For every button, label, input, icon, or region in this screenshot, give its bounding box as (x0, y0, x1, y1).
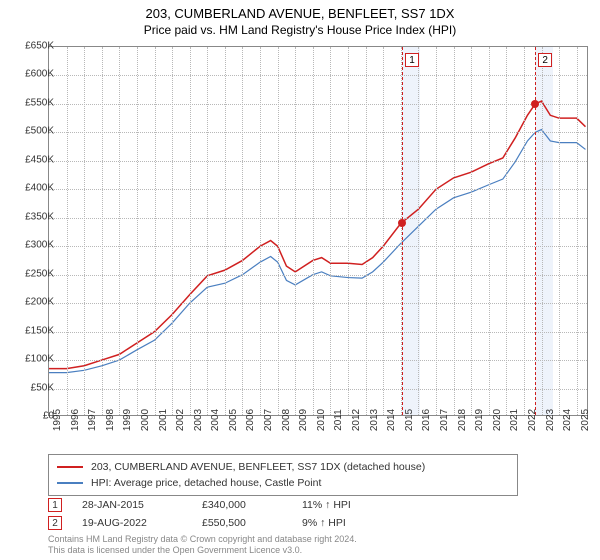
x-axis-label: 2012 (351, 409, 362, 431)
x-axis-label: 2022 (527, 409, 538, 431)
x-axis-label: 2018 (457, 409, 468, 431)
title-block: 203, CUMBERLAND AVENUE, BENFLEET, SS7 1D… (0, 0, 600, 39)
x-axis-label: 2005 (228, 409, 239, 431)
footer-line: This data is licensed under the Open Gov… (48, 545, 357, 556)
x-axis-label: 2008 (281, 409, 292, 431)
legend: 203, CUMBERLAND AVENUE, BENFLEET, SS7 1D… (48, 454, 518, 496)
legend-swatch (57, 466, 83, 468)
x-axis-label: 2025 (580, 409, 591, 431)
sale-date: 28-JAN-2015 (82, 499, 182, 511)
x-axis-label: 2016 (421, 409, 432, 431)
chart-subtitle: Price paid vs. HM Land Registry's House … (0, 23, 600, 37)
x-axis-label: 2021 (509, 409, 520, 431)
sale-date: 19-AUG-2022 (82, 517, 182, 529)
y-axis-label: £250K (25, 268, 54, 279)
x-axis-label: 1997 (87, 409, 98, 431)
x-axis-label: 2014 (386, 409, 397, 431)
footer: Contains HM Land Registry data © Crown c… (48, 534, 357, 556)
x-axis-label: 2023 (545, 409, 556, 431)
sale-price: £340,000 (202, 499, 282, 511)
x-axis-label: 2001 (158, 409, 169, 431)
x-axis-label: 2006 (245, 409, 256, 431)
x-axis-label: 2000 (140, 409, 151, 431)
x-axis-label: 2002 (175, 409, 186, 431)
sale-price: £550,500 (202, 517, 282, 529)
x-axis-label: 2009 (298, 409, 309, 431)
legend-swatch (57, 482, 83, 484)
x-axis-label: 2015 (404, 409, 415, 431)
y-axis-label: £550K (25, 97, 54, 108)
marker-box: 2 (538, 53, 552, 67)
chart-title: 203, CUMBERLAND AVENUE, BENFLEET, SS7 1D… (0, 6, 600, 21)
sale-diff: 9% ↑ HPI (302, 517, 392, 529)
sales-table: 1 28-JAN-2015 £340,000 11% ↑ HPI 2 19-AU… (48, 496, 588, 532)
x-axis-label: 2019 (474, 409, 485, 431)
x-axis-label: 2013 (369, 409, 380, 431)
x-axis-label: 1999 (122, 409, 133, 431)
x-axis-label: 1996 (70, 409, 81, 431)
sale-marker-box: 2 (48, 516, 62, 530)
legend-item: HPI: Average price, detached house, Cast… (57, 475, 509, 491)
y-axis-label: £500K (25, 126, 54, 137)
y-axis-label: £650K (25, 41, 54, 52)
x-axis-label: 2004 (210, 409, 221, 431)
y-axis-label: £600K (25, 69, 54, 80)
legend-item: 203, CUMBERLAND AVENUE, BENFLEET, SS7 1D… (57, 459, 509, 475)
sale-diff: 11% ↑ HPI (302, 499, 392, 511)
sale-marker-box: 1 (48, 498, 62, 512)
chart-container: 203, CUMBERLAND AVENUE, BENFLEET, SS7 1D… (0, 0, 600, 560)
sale-row: 1 28-JAN-2015 £340,000 11% ↑ HPI (48, 496, 588, 514)
x-axis-label: 2003 (193, 409, 204, 431)
legend-label: HPI: Average price, detached house, Cast… (91, 475, 321, 491)
y-axis-label: £350K (25, 211, 54, 222)
sale-row: 2 19-AUG-2022 £550,500 9% ↑ HPI (48, 514, 588, 532)
footer-line: Contains HM Land Registry data © Crown c… (48, 534, 357, 545)
x-axis-label: 2007 (263, 409, 274, 431)
y-axis-label: £100K (25, 354, 54, 365)
y-axis-label: £200K (25, 297, 54, 308)
x-axis-label: 1998 (105, 409, 116, 431)
y-axis-label: £50K (31, 382, 54, 393)
y-axis-label: £400K (25, 183, 54, 194)
x-axis-label: 2020 (492, 409, 503, 431)
legend-label: 203, CUMBERLAND AVENUE, BENFLEET, SS7 1D… (91, 459, 425, 475)
y-axis-label: £300K (25, 240, 54, 251)
x-axis-label: 2024 (562, 409, 573, 431)
x-axis-label: 2010 (316, 409, 327, 431)
x-axis-label: 2011 (333, 409, 344, 431)
x-axis-label: 1995 (52, 409, 63, 431)
y-axis-label: £150K (25, 325, 54, 336)
y-axis-label: £450K (25, 154, 54, 165)
marker-box: 1 (405, 53, 419, 67)
plot-area: 12 (48, 46, 588, 416)
x-axis-label: 2017 (439, 409, 450, 431)
